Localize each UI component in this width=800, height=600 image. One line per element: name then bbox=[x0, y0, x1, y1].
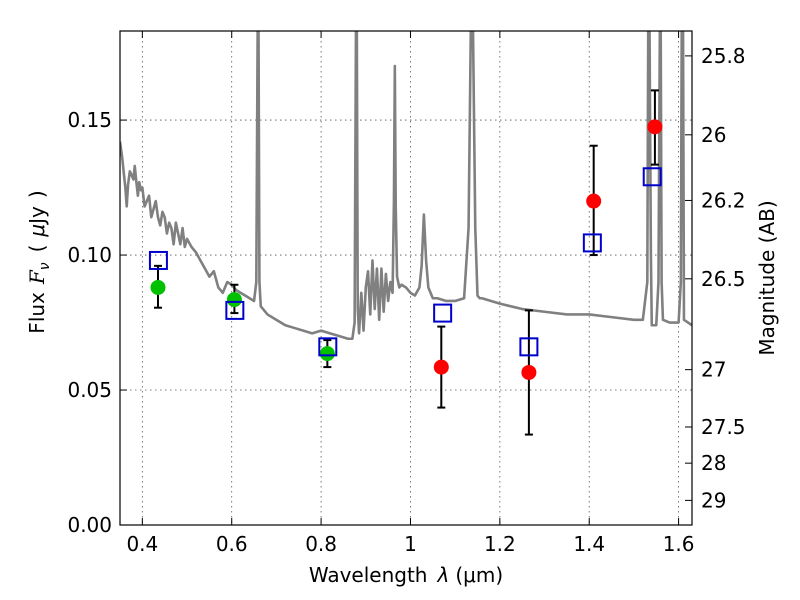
x-axis-title-text: Wavelength bbox=[309, 563, 428, 587]
y2-tick-label-4: 27 bbox=[701, 358, 726, 382]
plot-frame bbox=[119, 30, 693, 526]
model-photometry-point-6 bbox=[642, 167, 662, 187]
x-axis-title-unit: (μm) bbox=[455, 563, 503, 587]
y-axis-title-symbol-sub: ν bbox=[37, 262, 53, 270]
observed-red-point-3 bbox=[647, 119, 663, 135]
x-tick-label-6: 1.6 bbox=[663, 532, 695, 556]
model-photometry-point-4 bbox=[519, 337, 539, 357]
x-tick-label-4: 1.2 bbox=[484, 532, 516, 556]
x-tick-label-1: 0.6 bbox=[216, 532, 248, 556]
model-photometry-point-0 bbox=[148, 250, 168, 270]
y-tick-label-2: 0.10 bbox=[67, 243, 112, 267]
x-tick-label-0: 0.4 bbox=[126, 532, 158, 556]
x-tick-label-2: 0.8 bbox=[305, 532, 337, 556]
y-axis-title-open: ( bbox=[25, 245, 49, 253]
model-photometry-point-5 bbox=[582, 233, 602, 253]
y2-tick-label-5: 27.5 bbox=[701, 415, 746, 439]
axis-ticks: 0.4 0.6 0.8 1 1.2 1.4 1.6 0.00 0.05 0.10 0.15 25.8 2… bbox=[67, 31, 746, 556]
observed-green-point-1 bbox=[226, 292, 242, 308]
y2-axis-title: Magnitude (AB) bbox=[755, 200, 779, 355]
observed-green-point-0 bbox=[150, 279, 166, 295]
data-markers bbox=[148, 89, 663, 436]
y-axis-title: Flux Fν ( μJy) bbox=[25, 190, 53, 333]
x-axis-title-symbol: λ bbox=[437, 563, 450, 587]
observed-red-point-2 bbox=[586, 193, 602, 209]
y-tick-label-0: 0.00 bbox=[67, 513, 112, 537]
observed-red-point-0 bbox=[433, 359, 449, 375]
y-axis-title-unit-rest: Jy bbox=[25, 206, 49, 226]
y-axis-title-close: ) bbox=[25, 190, 49, 198]
y2-tick-label-2: 26.2 bbox=[701, 188, 746, 212]
y-axis-title-text: Flux bbox=[25, 292, 49, 334]
x-axis-title: Wavelength λ (μm) bbox=[309, 563, 503, 587]
x-tick-label-5: 1.4 bbox=[573, 532, 605, 556]
y-axis-title-unit-mu: μ bbox=[25, 224, 49, 238]
observed-red-point-1 bbox=[521, 364, 537, 380]
y2-tick-label-3: 26.5 bbox=[701, 267, 746, 291]
x-tick-label-3: 1 bbox=[404, 532, 417, 556]
y2-tick-label-0: 25.8 bbox=[701, 44, 746, 68]
model-photometry-point-3 bbox=[433, 303, 453, 323]
y2-tick-label-1: 26 bbox=[701, 123, 726, 147]
model-photometry-point-2 bbox=[318, 337, 338, 357]
y-tick-label-3: 0.15 bbox=[67, 108, 112, 132]
y-axis-title-symbol: F bbox=[25, 269, 49, 285]
grid-lines bbox=[120, 31, 692, 526]
y2-tick-label-6: 28 bbox=[701, 451, 726, 475]
model-spectrum-line bbox=[120, 31, 692, 341]
model-photometry-point-1 bbox=[225, 300, 245, 320]
y2-tick-label-7: 29 bbox=[701, 488, 726, 512]
y-tick-label-1: 0.05 bbox=[67, 378, 112, 402]
observed-green-point-2 bbox=[319, 346, 335, 362]
